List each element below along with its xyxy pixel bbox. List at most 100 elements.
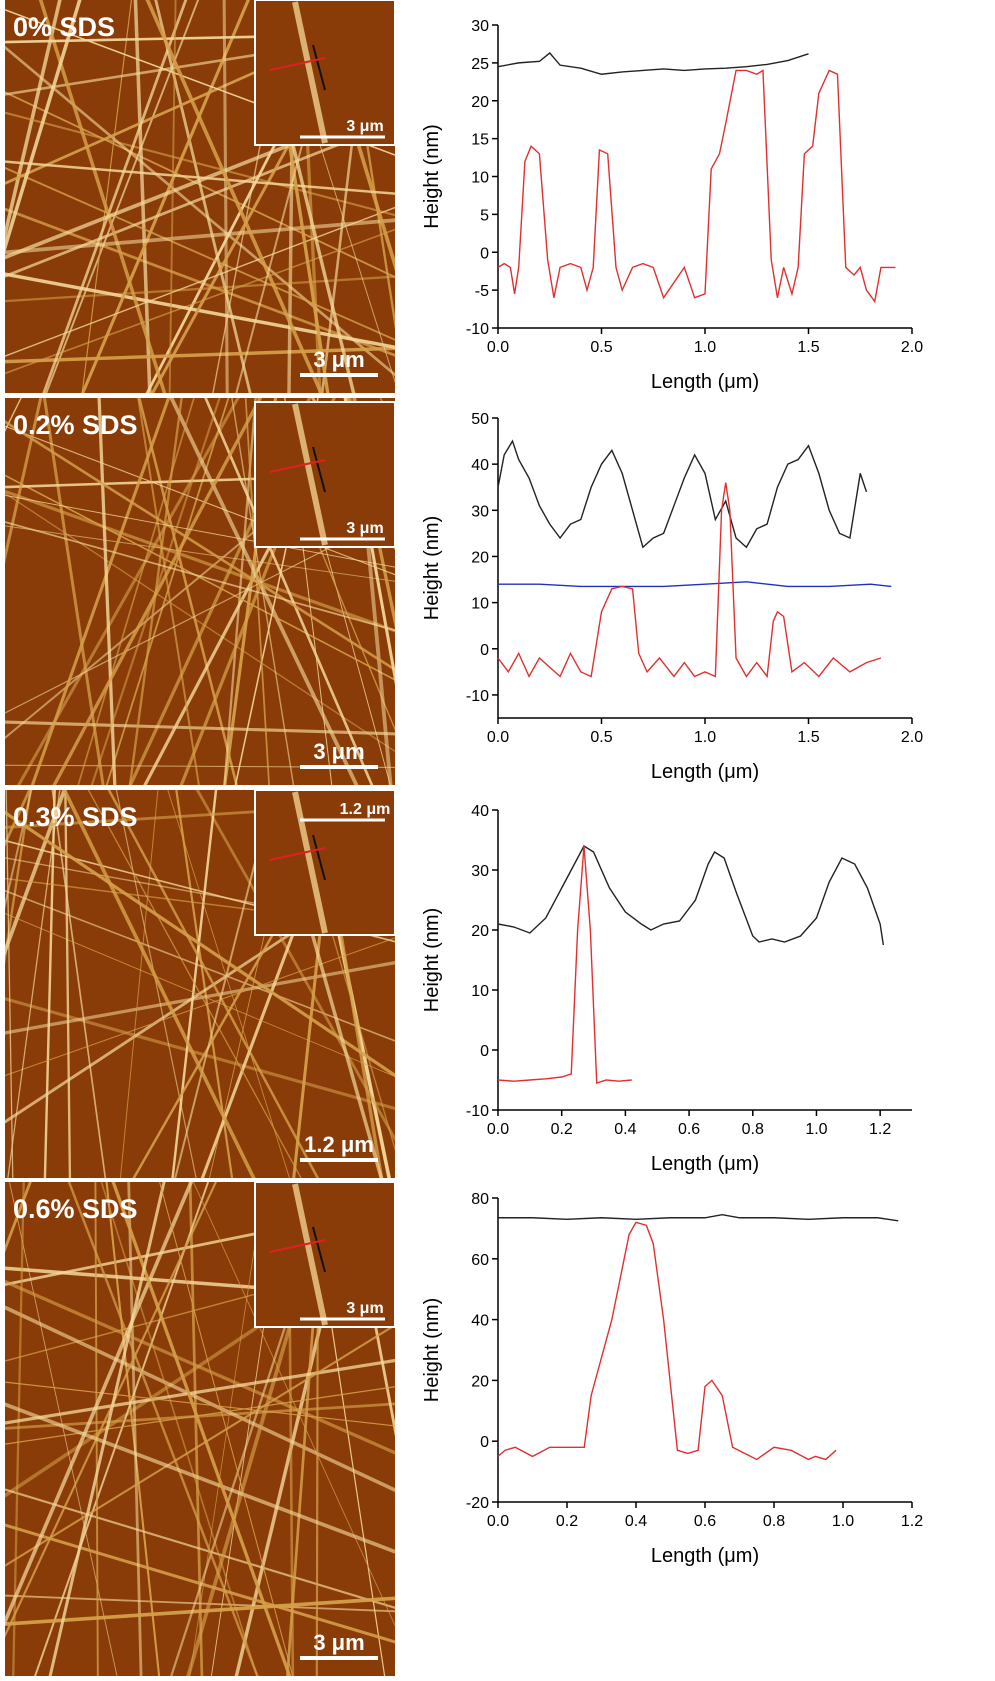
x-tick-label: 2.0 — [901, 339, 923, 356]
x-tick-label: 0.5 — [590, 339, 612, 356]
fibers — [5, 0, 395, 393]
y-tick-label: 15 — [471, 132, 489, 149]
fiber — [231, 398, 295, 785]
inset-fiber — [292, 1, 328, 144]
chart: -10 -5 0 5 10 15 20 25 30 0.0 0.5 1.0 1.5 2.0 Length (… — [421, 18, 923, 393]
fiber — [5, 1381, 395, 1427]
y-tick-label: 30 — [471, 863, 489, 880]
inset-scale-label: 1.2 μm — [340, 801, 391, 818]
afm-image: 1.2 μm 0.3% SDS 1.2 μm — [5, 789, 396, 1178]
inset-profile-red — [269, 847, 326, 861]
fiber — [5, 206, 395, 357]
fiber — [48, 1182, 166, 1676]
y-tick-label: 10 — [471, 596, 489, 613]
y-tick-label: 40 — [471, 1313, 489, 1330]
fiber — [5, 1488, 395, 1609]
x-tick-label: 1.0 — [832, 1513, 854, 1530]
afm-image: 3 μm 0.6% SDS 3 μm — [5, 1181, 396, 1676]
fiber — [12, 1182, 25, 1676]
fiber — [379, 398, 395, 434]
y-tick-label: 20 — [471, 549, 489, 566]
fiber — [137, 398, 200, 785]
x-tick-label: 0.4 — [625, 1513, 647, 1530]
fiber — [45, 0, 200, 393]
y-tick-label: 25 — [471, 56, 489, 73]
fiber — [5, 0, 62, 243]
fiber — [67, 1182, 259, 1676]
x-axis-label: Length (μm) — [651, 1153, 759, 1175]
scale-label: 3 μm — [313, 739, 364, 764]
y-tick-label: 50 — [471, 411, 489, 428]
x-tick-label: 0.0 — [487, 1513, 509, 1530]
y-tick-label: -10 — [466, 688, 489, 705]
inset — [254, 1181, 396, 1328]
profile-line — [497, 845, 632, 1084]
inset-scale-label: 3 μm — [346, 118, 383, 135]
x-tick-label: 0.5 — [590, 729, 612, 746]
x-tick-label: 0.0 — [487, 729, 509, 746]
x-tick-label: 0.2 — [556, 1513, 578, 1530]
fiber — [159, 1182, 294, 1676]
fiber — [51, 790, 107, 1178]
chart: -10 0 10 20 30 40 0.0 0.2 0.4 0.6 0.8 1.0 1.2 Length … — [421, 803, 912, 1175]
fiber — [90, 398, 221, 785]
x-axis-label: Length (μm) — [651, 371, 759, 393]
fiber — [5, 111, 395, 217]
fiber — [5, 272, 395, 349]
fiber — [5, 521, 395, 632]
fiber — [223, 398, 257, 785]
inset — [254, 0, 396, 146]
x-tick-label: 0.8 — [763, 1513, 785, 1530]
fiber — [5, 1402, 395, 1554]
fiber — [385, 1182, 395, 1208]
fiber — [5, 1182, 194, 1627]
fiber — [5, 398, 43, 564]
inset-profile-red — [269, 1239, 326, 1253]
inset — [254, 789, 396, 936]
fiber — [5, 425, 395, 576]
x-tick-label: 0.8 — [742, 1121, 764, 1138]
x-tick-label: 0.2 — [551, 1121, 573, 1138]
y-tick-label: 40 — [471, 457, 489, 474]
fiber — [5, 1596, 395, 1626]
fiber — [5, 720, 395, 736]
fiber — [42, 0, 188, 393]
x-tick-label: 1.5 — [797, 339, 819, 356]
fiber — [5, 420, 395, 672]
fiber — [7, 790, 61, 1178]
y-tick-label: 30 — [471, 503, 489, 520]
inset-profile-black — [312, 44, 326, 91]
y-tick-label: -10 — [466, 1103, 489, 1120]
fiber — [111, 1182, 292, 1676]
profile-line — [497, 69, 896, 304]
fiber — [115, 790, 197, 1178]
inset-fiber — [292, 403, 328, 546]
afm-image: 3 μm 0.2% SDS 3 μm — [5, 398, 396, 785]
fiber — [5, 1305, 395, 1493]
fiber — [5, 160, 395, 195]
x-tick-label: 1.5 — [797, 729, 819, 746]
fiber — [62, 790, 256, 1178]
fiber — [81, 0, 250, 393]
fiber — [52, 398, 263, 785]
y-tick-label: 0 — [480, 245, 489, 262]
fiber — [97, 398, 117, 785]
fiber — [81, 0, 132, 393]
fiber — [167, 790, 290, 1178]
image-label: 0.2% SDS — [13, 410, 138, 440]
y-axis-label: Height (nm) — [421, 1298, 443, 1402]
fiber — [5, 218, 395, 255]
fiber — [5, 0, 82, 254]
y-tick-label: 10 — [471, 983, 489, 1000]
image-label: 0.6% SDS — [13, 1194, 138, 1224]
fiber — [145, 0, 324, 393]
fiber — [119, 790, 159, 1178]
inset-profile-black — [312, 834, 326, 881]
fiber — [105, 1182, 161, 1676]
inset-profile-black — [312, 1226, 326, 1273]
y-tick-label: 60 — [471, 1252, 489, 1269]
fiber — [5, 494, 395, 568]
inset-scale-label: 3 μm — [346, 520, 383, 537]
x-tick-label: 1.2 — [869, 1121, 891, 1138]
